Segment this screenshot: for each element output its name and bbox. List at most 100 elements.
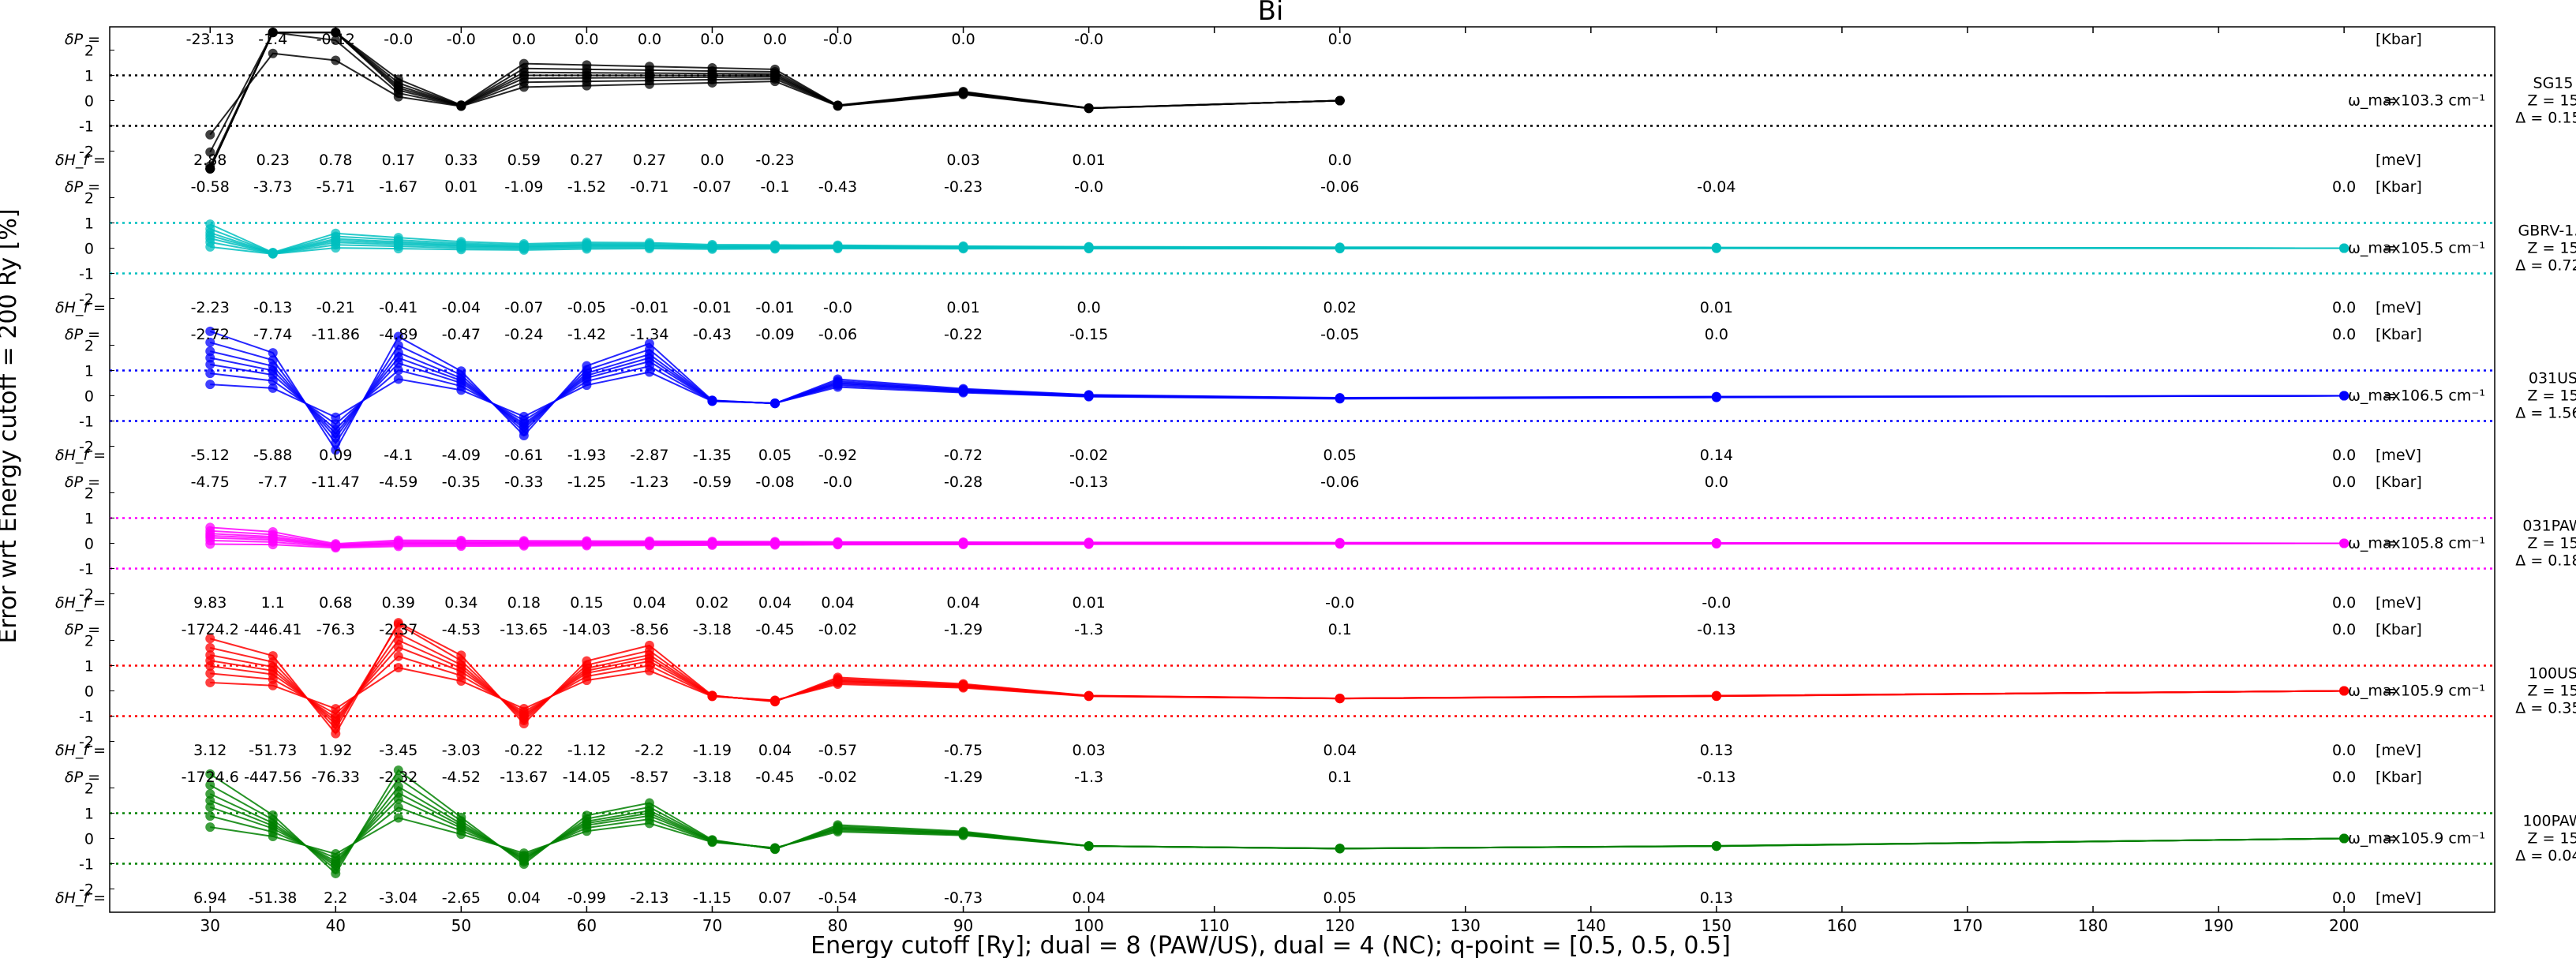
series-point [1335,844,1345,854]
dp-value: -1.4 [258,31,287,48]
y-tick-label: 0 [84,93,94,110]
series-point [958,86,968,96]
dh-value: 0.68 [319,594,352,612]
dp-value: -3.18 [693,621,732,638]
dh-value: 0.04 [1324,742,1357,759]
dh-value: 0.18 [507,594,541,612]
series-line [209,32,1340,170]
dh-row-label: δH_f = [55,152,106,169]
dh-value: 0.13 [1700,889,1733,907]
pseudo-z: Z = 15 [2527,387,2576,405]
y-tick-label: -2 [79,586,94,604]
dh-value: -1.12 [567,742,606,759]
series-point [582,810,592,821]
y-tick-label: 1 [84,658,94,675]
dp-value: 0.0 [575,31,598,48]
series-point [205,780,215,790]
dh-value: -0.23 [755,152,794,169]
dh-value: 0.0 [700,152,724,169]
dp-value: -8.57 [630,769,668,786]
dp-value: -0.1 [760,178,789,196]
series-point [205,822,215,833]
dp-value: -0.0 [1074,31,1103,48]
series-point [1335,537,1345,548]
series-point [519,58,529,69]
dh-unit: [meV] [2376,152,2421,169]
dh-value: 0.05 [1324,889,1357,907]
omega-max-label: ω_max [2348,683,2401,700]
x-tick-label: 170 [1953,916,1983,935]
series-point [833,672,843,683]
dh-value: 0.04 [821,594,854,612]
dh-row-label: δH_f = [55,742,106,759]
y-tick-label: -1 [79,414,94,431]
omega-max-label: ω_max [2348,830,2401,848]
y-tick-label: -1 [79,118,94,136]
dp-value: -7.74 [253,326,292,343]
dp-value: 0.0 [951,31,975,48]
series-point [205,789,215,799]
dh-value: 9.83 [193,594,227,612]
series-point [582,361,592,371]
pseudo-name: GBRV-1.2 [2518,223,2576,240]
series-point [205,337,215,347]
dp-value: -13.67 [500,769,548,786]
series-point [393,374,403,384]
dp-value: 0.0 [1705,473,1728,491]
x-tick-label: 200 [2329,916,2359,935]
omega-max-value: = 105.9 cm⁻¹ [2383,830,2485,848]
dp-value: -1.29 [944,769,983,786]
dh-value: 0.01 [946,299,979,316]
dp-value: -0.24 [504,326,543,343]
series-point [331,728,341,739]
dp-value: -1.29 [944,621,983,638]
pseudo-name: 031US [2529,370,2576,387]
series-line [209,32,1340,170]
dp-value: -0.06 [1320,178,1359,196]
dp-unit: [Kbar] [2376,326,2422,343]
dp-value: -446.41 [244,621,301,638]
dh-value: 0.34 [444,594,477,612]
series-point [1335,242,1345,253]
dp-value: -1.52 [567,178,606,196]
dh-value: 0.04 [507,889,541,907]
series-point [707,537,717,547]
omega-max-value: = 105.9 cm⁻¹ [2383,683,2485,700]
pseudo-name: 100US [2529,665,2576,683]
dh-value: 0.02 [695,594,728,612]
x-tick-label: 120 [1325,916,1355,935]
dp-value: -1.42 [567,326,606,343]
omega-max-label: ω_max [2348,535,2401,552]
dp-value: 0.0 [2332,621,2356,638]
dp-value: -0.22 [944,326,983,343]
series-point [1711,391,1721,402]
pseudo-name: SG15 [2533,75,2574,92]
dp-value: -11.47 [312,473,360,491]
dp-value: -0.06 [1320,473,1359,491]
dp-value: -8.56 [630,621,668,638]
series-line [210,526,2345,545]
series-point [644,238,654,248]
dp-value: -4.53 [442,621,481,638]
dp-value: -4.75 [191,473,230,491]
x-tick-label: 110 [1200,916,1230,935]
series-point [519,536,529,546]
series-point [268,651,278,661]
dp-value: -0.0 [447,31,476,48]
dp-unit: [Kbar] [2376,31,2422,48]
series-point [456,535,466,545]
series-point [393,765,403,776]
series-point [1335,393,1345,403]
series-point [205,147,215,157]
series-point [707,835,717,845]
series-point [268,247,278,257]
dp-value: -0.0 [823,473,852,491]
dh-value: 0.04 [633,594,666,612]
dh-value: -0.01 [693,299,732,316]
series-line [209,621,2345,735]
series-point [393,331,403,342]
series-line [209,769,2345,875]
series-point [205,522,215,533]
series-point [205,668,215,679]
dh-value: 0.59 [507,152,541,169]
